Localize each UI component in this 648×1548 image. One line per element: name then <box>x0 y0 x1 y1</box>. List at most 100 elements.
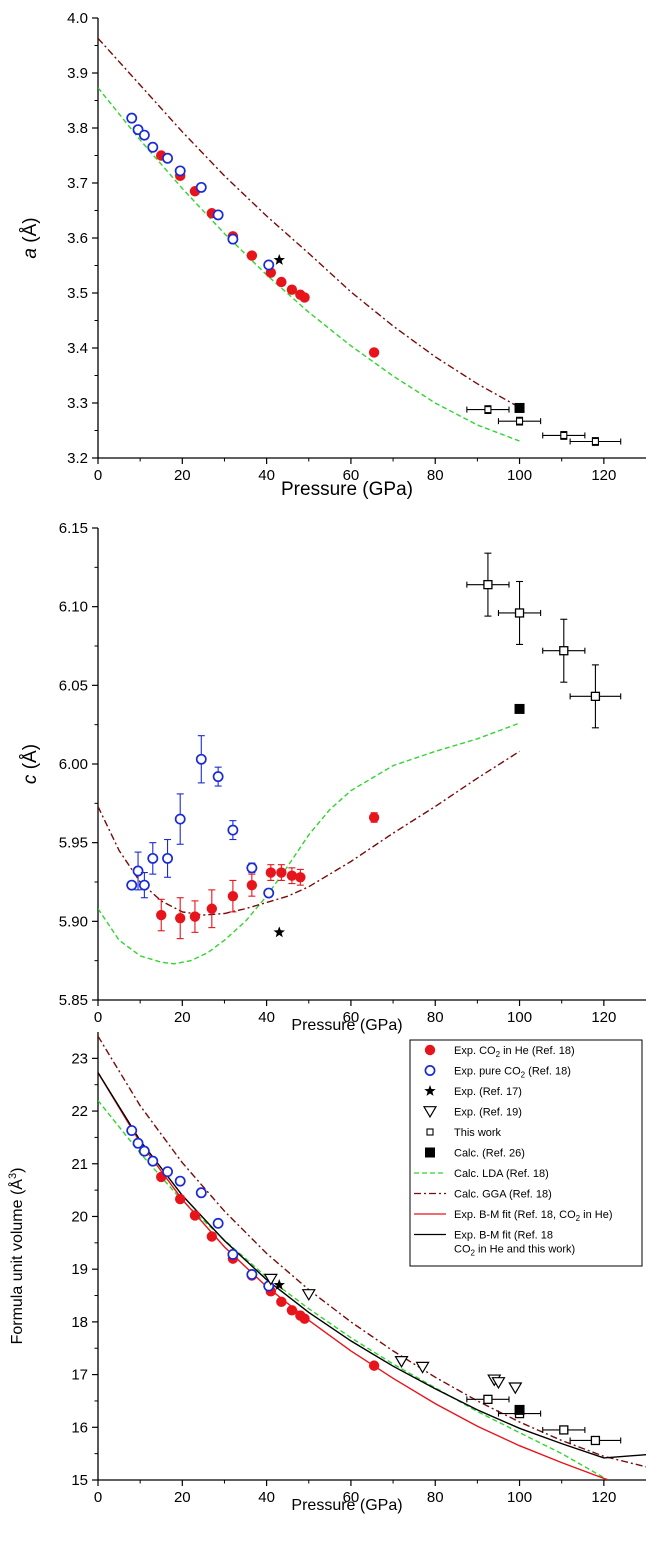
exp_he-point-3 <box>206 1231 218 1242</box>
y-tick-label: 23 <box>71 1050 88 1067</box>
exp_ref17-series <box>273 1278 285 1290</box>
exp_he-point-11 <box>368 1360 380 1371</box>
legend-label-text: Exp. CO <box>454 1045 496 1057</box>
legend-label-exp_ref17: Exp. (Ref. 17) <box>454 1086 522 1098</box>
y-tick-label: 3.3 <box>67 395 88 412</box>
legend-label-text: Exp. B-M fit (Ref. 18, CO <box>454 1209 576 1221</box>
y-tick-label: 3.2 <box>67 450 88 467</box>
plot-area <box>98 37 520 442</box>
exp_pure-point-2 <box>138 879 150 891</box>
y-axis-title: c (Å) <box>20 744 41 784</box>
x-tick-label: 20 <box>174 467 191 484</box>
x-tick-label: 40 <box>258 1489 275 1506</box>
x-tick-label: 80 <box>427 467 444 484</box>
exp_pure-point-6 <box>195 753 207 765</box>
exp_he-series <box>156 150 380 358</box>
exp_he-point-4 <box>227 890 239 902</box>
calc_ref26-point-0 <box>514 1404 525 1415</box>
exp_he-point-9 <box>295 872 306 883</box>
lda-line <box>98 722 520 965</box>
exp_he-point-7 <box>276 276 287 288</box>
exp_ref17-point-0 <box>273 1278 285 1290</box>
exp_he-point-7 <box>276 867 287 878</box>
x-tick-label: 0 <box>94 1489 102 1506</box>
exp_ref19-point-2 <box>394 1356 409 1368</box>
calc_ref26-point-0 <box>514 402 525 413</box>
exp_pure-series <box>126 735 275 899</box>
this_work-point-3 <box>591 437 599 446</box>
legend-label-calc_ref26: Calc. (Ref. 26) <box>454 1148 525 1160</box>
y-tick-label: 18 <box>71 1314 88 1331</box>
this_work-point-0 <box>483 1394 493 1405</box>
exp_pure-point-5 <box>174 1175 186 1187</box>
exp_he-point-11 <box>368 347 380 358</box>
exp_pure-point-9 <box>246 862 258 874</box>
calc_ref26-series <box>514 402 525 413</box>
exp_ref19-point-5 <box>491 1377 506 1390</box>
this_work-point-1 <box>514 608 525 618</box>
exp_pure-point-3 <box>147 852 159 864</box>
y-tick-label: 5.85 <box>59 992 88 1009</box>
exp_pure-point-2 <box>138 1145 150 1157</box>
y-tick-label: 15 <box>71 1472 88 1489</box>
y-tick-label: 4.0 <box>67 10 88 27</box>
chart-panel-2: 0 20 40 60 80 100 120 5.85 5.90 5.95 6.00 6.05 6.10 6… <box>20 520 646 1034</box>
x-tick-label: 100 <box>507 1489 532 1506</box>
calc_ref26-series <box>514 1404 525 1415</box>
legend-label-tail: in He) <box>580 1209 612 1221</box>
exp_he-series <box>156 1171 380 1371</box>
exp_pure-point-5 <box>174 813 186 825</box>
x-tick-label: 40 <box>258 1009 275 1026</box>
exp_pure-point-4 <box>162 852 174 864</box>
gga-line <box>98 1035 646 1468</box>
exp_pure-point-6 <box>195 1187 207 1199</box>
calc_ref26-series <box>514 703 525 714</box>
y-axis-title-unit: (Å) <box>20 217 41 248</box>
y-tick-label: 5.95 <box>59 835 88 852</box>
legend-label-text: Calc. (Ref. 26) <box>454 1148 525 1160</box>
this_work-point-3 <box>590 691 601 701</box>
legend-label-text: Exp. (Ref. 17) <box>454 1086 522 1098</box>
exp_pure-point-2 <box>138 129 150 141</box>
x-tick-label: 80 <box>427 1489 444 1506</box>
exp_pure-point-3 <box>147 1155 159 1167</box>
exp_pure-series <box>126 112 275 271</box>
y-axis-title-unit: (Å) <box>20 744 41 775</box>
y-axis-title-sup: 3 <box>7 1173 19 1179</box>
this_work-point-1 <box>515 417 524 425</box>
y-tick-label: 22 <box>71 1103 88 1120</box>
this_work-point-2 <box>559 1425 569 1435</box>
legend-label-text: Exp. B-M fit (Ref. 18 <box>454 1230 553 1242</box>
exp_he-point-8 <box>286 1305 298 1316</box>
y-axis-title-var: c <box>20 774 41 784</box>
exp_pure-point-7 <box>212 771 224 783</box>
legend-label-text: Calc. LDA (Ref. 18) <box>454 1168 549 1180</box>
exp_he-point-10 <box>299 1313 310 1324</box>
exp_he-point-6 <box>265 867 277 878</box>
legend-label-exp_ref19: Exp. (Ref. 19) <box>454 1107 522 1119</box>
exp_ref17-point-0 <box>273 926 285 938</box>
exp_pure-point-0 <box>126 1125 138 1137</box>
x-tick-label: 20 <box>174 1489 191 1506</box>
legend-label-exp_he: Exp. CO2 in He (Ref. 18) <box>454 1045 575 1059</box>
legend-label-tail: in He and this work) <box>475 1244 575 1256</box>
this_work-point-0 <box>484 406 492 414</box>
chart-panel-1: 0 20 40 60 80 100 120 3.2 3.3 3.4 3.5 3.6 3.7 3.8 3.9 4… <box>20 10 646 500</box>
y-tick-label: 3.7 <box>67 175 88 192</box>
exp_pure-point-8 <box>227 824 239 836</box>
y-axis-title: a (Å) <box>20 217 41 258</box>
exp_pure-point-legend-1 <box>424 1065 436 1076</box>
x-tick-label: 20 <box>174 1009 191 1026</box>
legend-label-text: Exp. pure CO <box>454 1066 521 1078</box>
exp_he-point-10 <box>368 812 380 823</box>
legend: Exp. CO2 in He (Ref. 18)Exp. pure CO2 (R… <box>409 1039 643 1267</box>
x-tick-label: 80 <box>427 1009 444 1026</box>
x-tick-label: 60 <box>343 1489 360 1506</box>
legend-label-sub: 2 <box>496 1050 501 1059</box>
exp_pure-point-4 <box>162 1166 174 1178</box>
lda-line <box>98 87 520 442</box>
legend-label-sub: 2 <box>576 1214 581 1223</box>
exp_he-point-7 <box>276 1296 287 1308</box>
x-tick-label: 100 <box>507 1009 532 1026</box>
exp_ref19-point-0 <box>263 1273 278 1286</box>
